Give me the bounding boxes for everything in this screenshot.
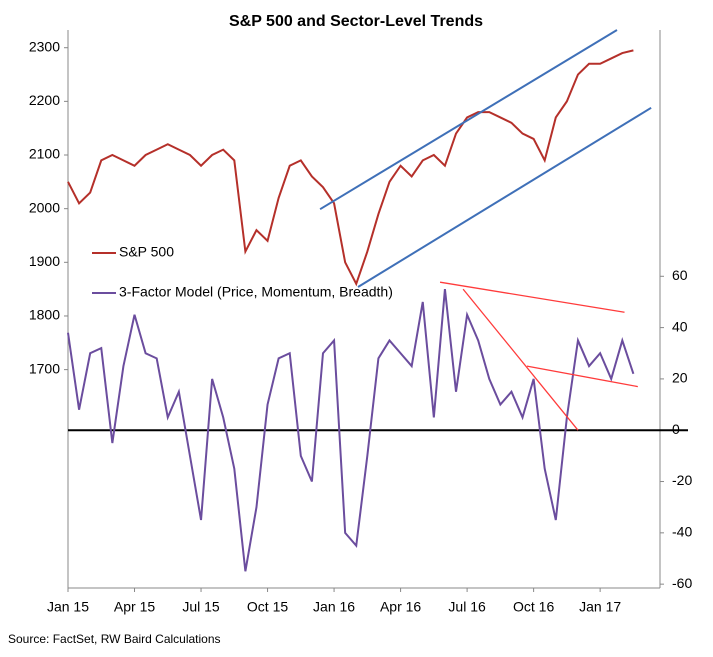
y-tick-label: 1900: [29, 253, 60, 269]
y2-tick-label: -40: [672, 524, 692, 540]
y2-tick-label: 0: [672, 421, 680, 437]
y2-tick-label: 20: [672, 370, 688, 386]
y-tick-label: 2200: [29, 92, 60, 108]
x-tick-label: Apr 15: [114, 599, 155, 615]
x-tick-label: Oct 16: [513, 599, 554, 615]
x-tick-label: Jan 15: [47, 599, 89, 615]
x-tick-label: Jul 15: [182, 599, 220, 615]
series-line: [67, 49, 634, 287]
y2-tick-label: 60: [672, 267, 688, 283]
trend-line: [526, 365, 638, 388]
y2-tick-label: -20: [672, 472, 692, 488]
trend-line: [462, 288, 579, 431]
x-tick-label: Apr 16: [380, 599, 421, 615]
y-tick-label: 1700: [29, 360, 60, 376]
y2-tick-label: -60: [672, 575, 692, 591]
series-line: [67, 289, 635, 572]
chart-title: S&P 500 and Sector-Level Trends: [229, 13, 483, 30]
trend-line: [439, 281, 625, 313]
y-tick-label: 2100: [29, 146, 60, 162]
y-tick-label: 2300: [29, 38, 60, 54]
x-tick-label: Oct 15: [247, 599, 288, 615]
y-tick-label: 2000: [29, 199, 60, 215]
source: Source: FactSet, RW Baird Calculations: [8, 632, 221, 646]
trend-line: [319, 29, 618, 211]
x-tick-label: Jan 17: [579, 599, 621, 615]
x-tick-label: Jan 16: [313, 599, 355, 615]
y-tick-label: 1800: [29, 307, 60, 323]
y2-tick-label: 40: [672, 318, 688, 334]
trend-line: [357, 106, 652, 288]
legend-label: 3-Factor Model (Price, Momentum, Breadth…: [119, 284, 393, 300]
legend-label: S&P 500: [119, 244, 174, 260]
x-tick-label: Jul 16: [448, 599, 486, 615]
